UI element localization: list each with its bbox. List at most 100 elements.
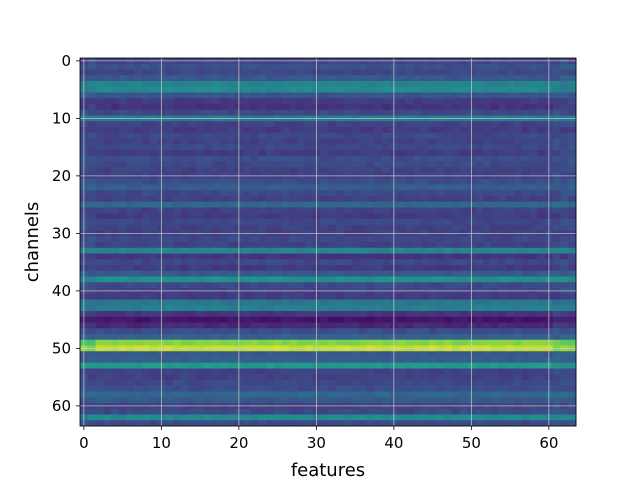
heatmap-cell: [521, 207, 530, 214]
heatmap-cell: [304, 328, 313, 335]
heatmap-cell: [289, 86, 298, 93]
heatmap-cell: [250, 368, 259, 375]
heatmap-cell: [95, 408, 104, 415]
heatmap-cell: [149, 397, 158, 404]
heatmap-cell: [180, 161, 189, 168]
heatmap-cell: [397, 161, 406, 168]
heatmap-cell: [118, 293, 127, 300]
heatmap-cell: [568, 311, 577, 318]
heatmap-cell: [560, 265, 569, 272]
heatmap-cell: [452, 391, 461, 398]
heatmap-cell: [227, 334, 236, 341]
heatmap-cell: [95, 282, 104, 289]
heatmap-cell: [320, 213, 329, 220]
heatmap-cell: [413, 109, 422, 116]
heatmap-cell: [343, 224, 352, 231]
heatmap-cell: [173, 184, 182, 191]
heatmap-cell: [87, 270, 96, 277]
heatmap-cell: [142, 98, 151, 105]
heatmap-cell: [204, 132, 213, 139]
heatmap-cell: [250, 69, 259, 76]
heatmap-cell: [552, 391, 561, 398]
heatmap-cell: [297, 420, 306, 427]
heatmap-cell: [204, 322, 213, 329]
heatmap-cell: [227, 167, 236, 174]
heatmap-cell: [134, 109, 143, 116]
heatmap-cell: [196, 184, 205, 191]
heatmap-cell: [498, 207, 507, 214]
heatmap-cell: [506, 144, 515, 151]
heatmap-cell: [382, 132, 391, 139]
heatmap-cell: [118, 408, 127, 415]
heatmap-cell: [118, 362, 127, 369]
heatmap-cell: [103, 253, 112, 260]
heatmap-cell: [552, 104, 561, 111]
heatmap-cell: [134, 81, 143, 88]
heatmap-cell: [273, 282, 282, 289]
heatmap-cell: [413, 144, 422, 151]
heatmap-cell: [219, 397, 228, 404]
heatmap-cell: [397, 213, 406, 220]
heatmap-cell: [126, 201, 135, 208]
heatmap-cell: [359, 144, 368, 151]
heatmap-cell: [452, 357, 461, 364]
heatmap-cell: [475, 408, 484, 415]
heatmap-cell: [459, 155, 468, 162]
heatmap-cell: [289, 98, 298, 105]
heatmap-cell: [452, 305, 461, 312]
heatmap-cell: [142, 138, 151, 145]
heatmap-cell: [204, 242, 213, 249]
heatmap-cell: [297, 242, 306, 249]
heatmap-cell: [242, 92, 251, 99]
heatmap-cell: [180, 311, 189, 318]
heatmap-cell: [498, 150, 507, 157]
heatmap-cell: [95, 224, 104, 231]
heatmap-cell: [281, 385, 290, 392]
heatmap-cell: [421, 334, 430, 341]
heatmap-cell: [134, 219, 143, 226]
heatmap-cell: [413, 207, 422, 214]
heatmap-cell: [374, 178, 383, 185]
heatmap-cell: [118, 322, 127, 329]
heatmap-cell: [211, 63, 220, 70]
heatmap-cell: [142, 75, 151, 82]
heatmap-cell: [289, 420, 298, 427]
heatmap-cell: [126, 351, 135, 358]
heatmap-cell: [103, 311, 112, 318]
heatmap-cell: [568, 63, 577, 70]
y-tick-label: 60: [52, 397, 71, 415]
heatmap-cell: [304, 201, 313, 208]
heatmap-cell: [111, 104, 120, 111]
heatmap-cell: [180, 397, 189, 404]
heatmap-cell: [142, 219, 151, 226]
heatmap-cell: [490, 224, 499, 231]
heatmap-cell: [95, 63, 104, 70]
heatmap-cell: [421, 299, 430, 306]
heatmap-cell: [250, 282, 259, 289]
heatmap-cell: [452, 414, 461, 421]
heatmap-cell: [366, 420, 375, 427]
heatmap-cell: [498, 293, 507, 300]
heatmap-cell: [134, 299, 143, 306]
heatmap-cell: [359, 397, 368, 404]
heatmap-cell: [118, 334, 127, 341]
heatmap-cell: [165, 75, 174, 82]
heatmap-cell: [142, 196, 151, 203]
heatmap-cell: [405, 351, 414, 358]
heatmap-cell: [242, 121, 251, 128]
heatmap-cell: [242, 196, 251, 203]
heatmap-cell: [444, 201, 453, 208]
heatmap-cell: [204, 414, 213, 421]
heatmap-cell: [405, 414, 414, 421]
heatmap-cell: [366, 92, 375, 99]
heatmap-cell: [452, 167, 461, 174]
heatmap-cell: [188, 104, 197, 111]
heatmap-cell: [173, 334, 182, 341]
heatmap-cell: [421, 391, 430, 398]
heatmap-cell: [428, 270, 437, 277]
heatmap-cell: [459, 305, 468, 312]
heatmap-cell: [374, 138, 383, 145]
heatmap-cell: [111, 155, 120, 162]
heatmap-cell: [459, 190, 468, 197]
heatmap-cell: [529, 213, 538, 220]
